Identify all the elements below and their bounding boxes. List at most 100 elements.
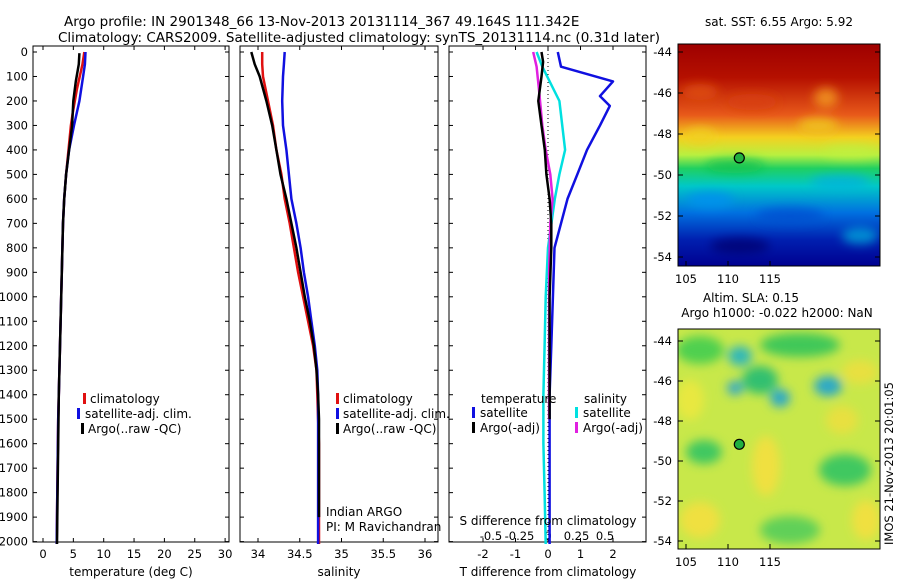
lat-tick-label: -48 [653,127,672,141]
salinity-x-tick-label: 36 [418,547,433,561]
depth-tick-label: 600 [6,192,28,206]
imos-timestamp: IMOS 21-Nov-2013 20:01:05 [882,382,896,545]
legend-sal-argo-label: Argo(-adj) [583,421,643,435]
depth-tick-label: 1100 [0,314,28,328]
salinity-x-tick-label: 34.5 [287,547,313,561]
difference-legend: temperature salinity satellite Argo(-adj… [472,392,643,435]
sst-float-marker [733,152,745,164]
legend-swatch-climatology [83,393,86,404]
float-pi-note: PI: M Ravichandran [326,520,441,534]
legend-swatch-argo [336,423,339,434]
sla-map-title-1: Altim. SLA: 0.15 [703,291,799,305]
legend-sal-satellite-label: satellite [583,406,631,420]
lat-tick-label: -50 [653,168,672,182]
depth-tick-label: 1500 [0,412,28,426]
legend-swatch-climatology [336,393,339,404]
temperature-x-tick-label: 20 [157,547,172,561]
sla-map-title-2: Argo h1000: -0.022 h2000: NaN [681,306,873,320]
float-program-note: Indian ARGO [326,505,402,519]
lat-tick-label: -46 [653,374,672,388]
temperature-panel-frame [32,45,230,543]
sla-map-texture [678,333,880,544]
temperature-x-tick-label: 30 [218,547,233,561]
difference-profile-lines [531,46,615,545]
depth-tick-label: 900 [6,265,28,279]
depth-tick-label: 100 [6,69,28,83]
temperature-x-label: temperature (deg C) [69,565,192,579]
depth-tick-label: 1900 [0,510,28,524]
depth-tick-label: 800 [6,241,28,255]
legend-swatch-satellite [336,408,339,419]
lon-tick-label: 105 [675,272,697,286]
temperature-x-ticks: 0 5 10 15 20 25 30 [39,46,232,561]
lon-tick-label: 115 [759,272,781,286]
sla-map [678,329,880,549]
legend-argo-label: Argo(..raw -QC) [88,422,181,436]
temperature-argo-line [55,53,81,545]
depth-tick-label: 1300 [0,363,28,377]
legend-temp-satellite-label: satellite [480,406,528,420]
s-difference-tick-label: 0.5 [596,529,614,543]
s-difference-tick-label: -0.25 [505,529,535,543]
depth-axis: 0 100 200 300 400 500 600 700 800 900 1000 1100 1200… [0,45,646,549]
legend-argo-label: Argo(..raw -QC) [343,422,436,436]
temperature-x-tick-label: 15 [127,547,142,561]
lat-tick-label: -54 [653,534,672,548]
legend-temperature-heading: temperature [481,392,556,406]
temperature-profile-lines [55,51,87,545]
temperature-x-tick-label: 0 [39,547,46,561]
depth-tick-label: 200 [6,94,28,108]
t-difference-x-tick-label: -1 [510,547,521,561]
legend-salinity-heading: salinity [584,392,627,406]
s-difference-label: S difference from climatology [460,514,637,528]
lat-tick-label: -44 [653,45,672,59]
t-difference-x-tick-label: 0 [544,547,551,561]
legend-swatch-temp-satellite [472,407,475,418]
temperature-x-tick-label: 5 [70,547,77,561]
sst-map-texture [682,84,878,254]
depth-tick-label: 2000 [0,535,28,549]
sst-lon-ticks: 105 110 115 [675,261,781,286]
legend-climatology-label: climatology [343,392,413,406]
lat-tick-label: -44 [653,334,672,348]
sla-lon-ticks: 105 110 115 [675,544,781,569]
salinity-panel-frame [239,45,439,543]
legend-temp-argo-label: Argo(-adj) [480,421,540,435]
temperature-x-tick-label: 25 [187,547,202,561]
depth-tick-label: 1700 [0,461,28,475]
lat-tick-label: -52 [653,209,672,223]
t-difference-x-tick-label: 2 [609,547,616,561]
sst-map [678,44,880,266]
legend-swatch-temp-argo [472,422,475,433]
salinity-x-tick-label: 35.5 [370,547,396,561]
t-difference-label: T difference from climatology [459,565,637,579]
legend-swatch-argo [81,423,84,434]
lat-tick-label: -48 [653,414,672,428]
header-line-1: Argo profile: IN 2901348_66 13-Nov-2013 … [64,14,579,30]
depth-tick-label: 1200 [0,339,28,353]
legend-swatch-satellite [77,408,80,419]
salinity-satellite-line [280,51,320,544]
depth-tick-label: 0 [21,45,28,59]
salinity-x-tick-label: 34 [251,547,266,561]
lat-tick-label: -46 [653,86,672,100]
depth-tick-label: 300 [6,118,28,132]
t-difference-x-tick-label: 1 [577,547,584,561]
difference-x-ticks: -2 -1 0 1 2 -0.5 -0.25 0 0.25 0.5 [477,46,617,561]
lat-tick-label: -52 [653,494,672,508]
header-line-2: Climatology: CARS2009. Satellite-adjuste… [58,30,660,46]
sla-lat-ticks: -44 -46 -48 -50 -52 -54 [653,334,880,548]
t-difference-x-tick-label: -2 [477,547,488,561]
lon-tick-label: 105 [675,555,697,569]
sst-map-title: sat. SST: 6.55 Argo: 5.92 [705,15,853,29]
salinity-legend: climatology satellite-adj. clim. Argo(..… [336,392,450,436]
legend-swatch-sal-argo [575,422,578,433]
lon-tick-label: 110 [717,555,739,569]
s-difference-tick-label: 0.25 [564,529,590,543]
lon-tick-label: 115 [759,555,781,569]
salinity-climatology-line [260,52,321,544]
s-difference-tick-label: -0.5 [480,529,502,543]
legend-climatology-label: climatology [90,392,160,406]
temperature-legend: climatology satellite-adj. clim. Argo(..… [77,392,192,436]
